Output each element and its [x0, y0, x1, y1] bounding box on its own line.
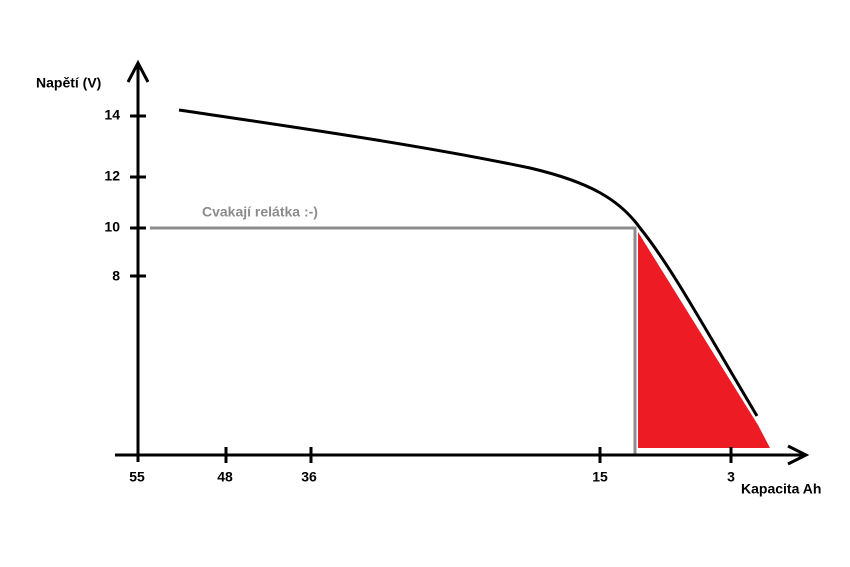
x-tick-label: 15	[592, 469, 608, 485]
x-tick-label: 55	[129, 469, 145, 485]
x-axis-label: Kapacita Ah	[741, 481, 821, 497]
y-tick-label: 14	[104, 107, 120, 123]
annotation: Cvakají relátka :-)	[202, 204, 318, 220]
y-tick-label: 10	[104, 219, 120, 235]
x-tick-label: 36	[301, 469, 317, 485]
x-arrow	[787, 444, 810, 466]
red-area	[638, 232, 770, 448]
x-tick-label: 3	[727, 469, 735, 485]
x-tick-label: 48	[217, 469, 233, 485]
y-axis-label: Napětí (V)	[36, 75, 101, 91]
y-tick-label: 8	[112, 268, 120, 284]
y-tick-label: 12	[104, 168, 120, 184]
y-arrow	[126, 59, 150, 83]
relay-line	[150, 226, 637, 455]
discharge-curve	[178, 108, 759, 417]
